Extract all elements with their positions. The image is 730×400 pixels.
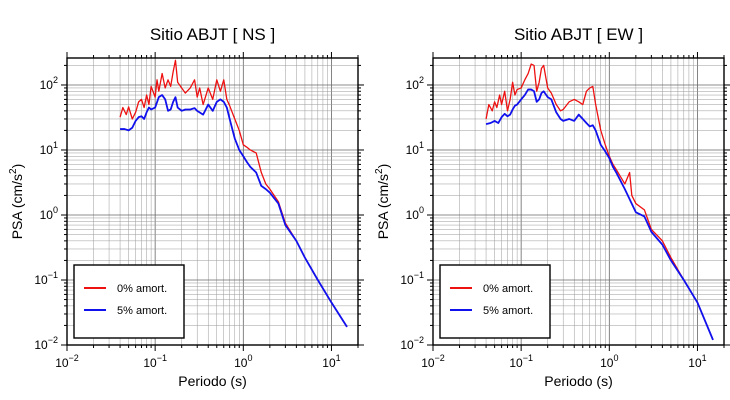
y-tick-label: 10−2 [400,335,424,352]
legend: 0% amort. 5% amort. [439,264,551,339]
x-axis-label: Periodo (s) [544,373,612,389]
plot-frame [66,57,359,346]
series-line-blue [120,94,348,328]
chart-panel-2: 10−2 10−1 100 101 10−2 10−1 100 101 102 Sitio ABJ… [374,25,730,389]
legend-label: 5% amort. [483,305,533,317]
plot-frame [432,57,725,346]
y-tick-label: 100 [40,205,58,222]
legend-box [439,264,551,339]
y-tick-label: 102 [40,75,58,92]
chart-title: Sitio ABJT [ NS ] [150,25,275,44]
y-tick-label: 100 [406,205,424,222]
x-tick-label: 10−1 [143,353,167,370]
y-tick-label: 10−1 [34,270,58,287]
grid-lines [432,58,725,346]
series-line-red [119,59,348,328]
y-axis-label: PSA (cm/s2) [8,164,25,240]
x-tick-label: 10−2 [421,353,445,370]
x-tick-label: 10−1 [509,353,533,370]
legend-box [73,264,185,339]
x-tick-label: 100 [234,353,252,370]
y-tick-label: 101 [406,140,424,157]
legend-label: 0% amort. [117,283,167,295]
x-tick-label: 101 [322,353,340,370]
legend-label: 5% amort. [117,305,167,317]
y-tick-label: 10−1 [400,270,424,287]
x-tick-label: 101 [688,353,706,370]
grid-lines [66,58,359,346]
y-tick-label: 101 [40,140,58,157]
x-tick-label: 10−2 [55,353,79,370]
chart-title: Sitio ABJT [ EW ] [514,25,643,44]
series-line-blue [485,88,714,341]
y-axis-label: PSA (cm/s2) [374,164,391,240]
legend-label: 0% amort. [483,283,533,295]
chart-panel-1: 10−2 10−1 100 101 10−2 10−1 100 101 102 Sitio ABJ… [8,25,364,389]
series-line-red [485,63,714,341]
legend: 0% amort. 5% amort. [73,264,185,339]
x-axis-label: Periodo (s) [178,373,246,389]
y-tick-label: 10−2 [34,335,58,352]
y-tick-label: 102 [406,75,424,92]
x-tick-label: 100 [600,353,618,370]
